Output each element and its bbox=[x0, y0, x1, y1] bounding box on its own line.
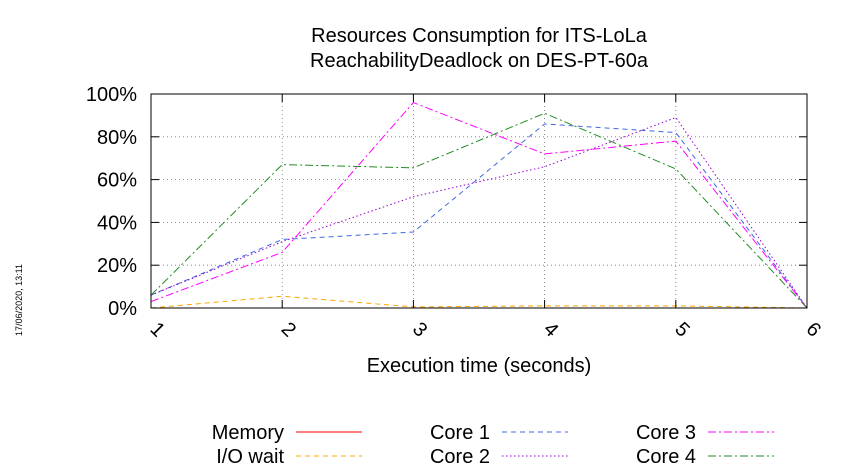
y-tick-label: 100% bbox=[86, 84, 137, 106]
y-tick-label: 40% bbox=[97, 212, 137, 234]
legend-label: Core 1 bbox=[430, 422, 490, 444]
x-tick-label: 2 bbox=[277, 318, 300, 341]
x-tick-label: 3 bbox=[408, 318, 431, 341]
legend-label: Core 3 bbox=[636, 422, 696, 444]
chart-title-line-2: ReachabilityDeadlock on DES-PT-60a bbox=[310, 50, 649, 72]
x-axis-label: Execution time (seconds) bbox=[367, 355, 592, 377]
series-line-i-o-wait bbox=[150, 295, 808, 309]
chart-title-line-1: Resources Consumption for ITS-LoLa bbox=[311, 25, 648, 47]
series-layer bbox=[150, 101, 808, 309]
y-tick-label: 0% bbox=[108, 298, 137, 320]
series-line-core-3 bbox=[150, 101, 808, 309]
series-line-core-1 bbox=[150, 123, 808, 309]
plot-frame bbox=[150, 93, 808, 309]
y-tick-label: 80% bbox=[97, 127, 137, 149]
series-line-core-2 bbox=[150, 116, 808, 309]
x-tick-label: 1 bbox=[146, 318, 169, 341]
y-tick-label: 20% bbox=[97, 255, 137, 277]
x-tick-label: 6 bbox=[802, 318, 825, 341]
grid bbox=[151, 94, 807, 308]
x-tick-label: 5 bbox=[670, 318, 693, 341]
legend-label: I/O wait bbox=[216, 446, 284, 468]
legend-label: Core 2 bbox=[430, 446, 490, 468]
y-axis-ticks: 0% 20% 40% 60% 80% 100% bbox=[86, 84, 807, 320]
y-tick-label: 60% bbox=[97, 170, 137, 192]
series-line-core-4 bbox=[150, 112, 808, 309]
timestamp-side-note: 17/06/2020, 13:11 bbox=[14, 264, 24, 336]
x-tick-label: 4 bbox=[539, 318, 562, 341]
legend-label: Memory bbox=[212, 422, 284, 444]
legend-label: Core 4 bbox=[636, 446, 696, 468]
